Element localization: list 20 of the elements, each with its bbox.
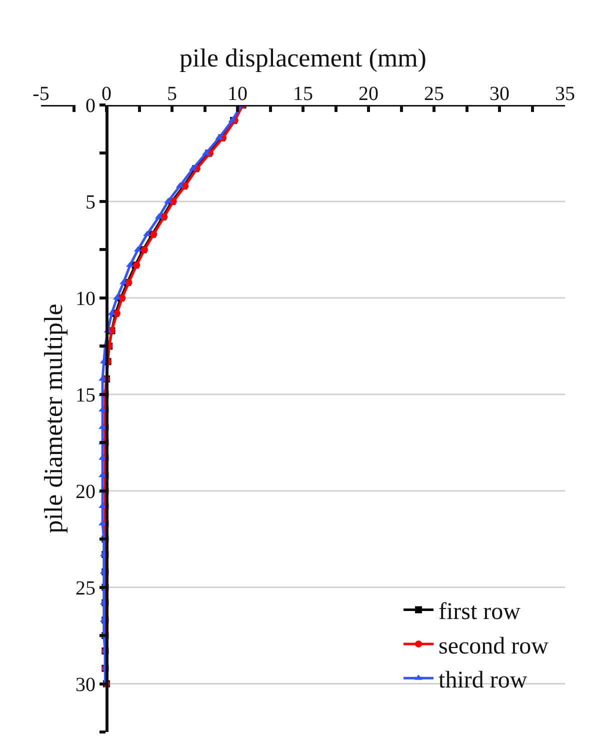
x-tick-label: 35 [555, 83, 575, 105]
x-tick-label: 25 [424, 83, 444, 105]
x-tick-label: 10 [228, 83, 248, 105]
y-axis-title: pile diameter multiple [38, 304, 68, 534]
y-tick-label: 10 [76, 288, 96, 310]
x-tick-label: -5 [32, 83, 50, 105]
x-tick-label: 30 [490, 83, 510, 105]
y-tick-label: 5 [86, 191, 96, 214]
y-tick-label: 20 [76, 480, 96, 503]
y-tick-label: 30 [76, 674, 96, 696]
x-tick-label: 15 [293, 83, 313, 105]
legend-label: third row [438, 668, 528, 694]
legend-label: first row [438, 599, 522, 626]
y-tick-label: 15 [76, 384, 96, 406]
x-axis-title: pile displacement (mm) [180, 43, 426, 72]
x-tick-label: 5 [167, 83, 177, 105]
legend-label: second row [438, 633, 550, 660]
x-tick-label: 20 [358, 83, 378, 105]
y-tick-label: 25 [76, 577, 96, 600]
x-tick-label: 0 [102, 83, 112, 105]
